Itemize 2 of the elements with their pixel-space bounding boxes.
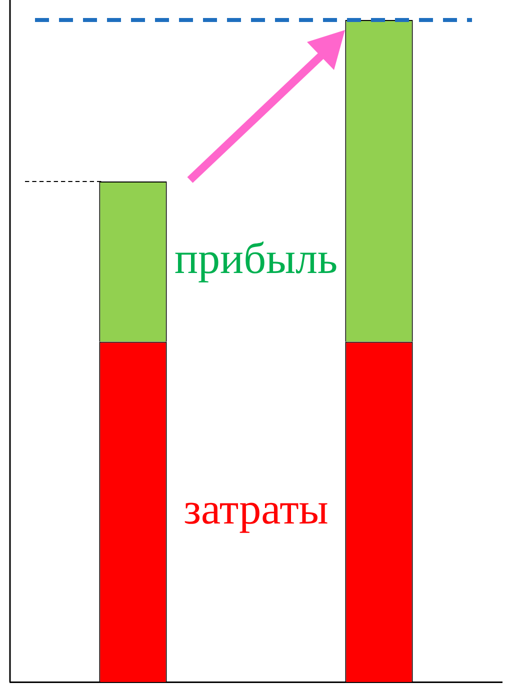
- series-label: прибыль: [174, 234, 338, 284]
- series-label: затраты: [184, 484, 328, 534]
